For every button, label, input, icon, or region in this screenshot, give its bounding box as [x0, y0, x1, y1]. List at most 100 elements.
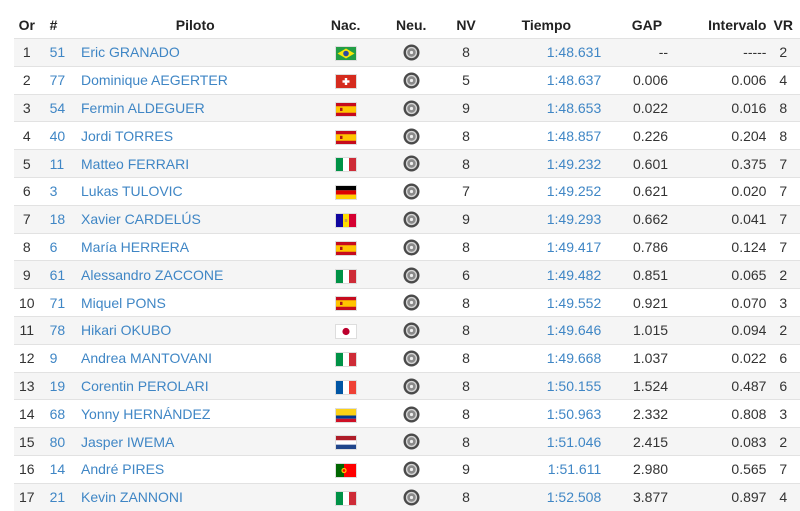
laps-cell: 9 [440, 93, 492, 122]
position-cell: 13 [14, 371, 40, 400]
header-nacionalidad[interactable]: Nac. [330, 17, 361, 33]
rider-number-link[interactable]: 54 [49, 99, 66, 116]
table-row[interactable]: 2 77 Dominique AEGERTER 5 1:48.637 0.006… [14, 65, 800, 95]
rider-number-link[interactable]: 71 [49, 294, 66, 311]
nationality-cell [309, 93, 382, 122]
table-row[interactable]: 1 51 Eric GRANADO 8 1:48.631 -- ----- 2 [14, 38, 800, 67]
rider-number-link[interactable]: 61 [49, 266, 66, 283]
rider-name-cell: Jordi TORRES [81, 121, 310, 150]
table-row[interactable]: 3 54 Fermin ALDEGUER 9 1:48.653 0.022 0.… [14, 93, 800, 122]
rider-number-link[interactable]: 11 [49, 155, 65, 172]
lap-time-link[interactable]: 1:49.552 [546, 294, 602, 311]
tyre-icon [403, 349, 420, 367]
lap-time-link[interactable]: 1:52.508 [546, 489, 602, 506]
lap-time-link[interactable]: 1:48.857 [546, 127, 602, 144]
rider-name-link[interactable]: Xavier CARDELÚS [81, 211, 201, 228]
table-row[interactable]: 4 40 Jordi TORRES 8 1:48.857 0.226 0.204… [14, 121, 800, 150]
header-piloto[interactable]: Piloto [175, 17, 215, 33]
rider-name-link[interactable]: Kevin ZANNONI [81, 489, 183, 506]
table-row[interactable]: 9 61 Alessandro ZACCONE 6 1:49.482 0.851… [14, 260, 800, 289]
rider-name-link[interactable]: Eric GRANADO [81, 44, 180, 61]
laps-cell: 6 [440, 260, 492, 289]
header-intervalo[interactable]: Intervalo [708, 17, 767, 33]
table-row[interactable]: 12 9 Andrea MANTOVANI 8 1:49.668 1.037 0… [14, 343, 800, 373]
interval-cell: 0.070 [668, 288, 767, 317]
lap-time-link[interactable]: 1:49.646 [546, 322, 602, 339]
rider-name-link[interactable]: Fermin ALDEGUER [81, 99, 205, 116]
rider-number-link[interactable]: 77 [49, 72, 66, 89]
header-neumatico[interactable]: Neu. [396, 17, 427, 33]
rider-number-link[interactable]: 9 [49, 350, 58, 367]
rider-number-link[interactable]: 19 [49, 377, 66, 394]
lap-time-link[interactable]: 1:51.611 [547, 461, 602, 478]
table-row[interactable]: 11 78 Hikari OKUBO 8 1:49.646 1.015 0.09… [14, 315, 800, 345]
rider-number-link[interactable]: 3 [49, 183, 58, 200]
table-row[interactable]: 13 19 Corentin PEROLARI 8 1:50.155 1.524… [14, 371, 800, 400]
rider-name-link[interactable]: Jasper IWEMA [81, 433, 175, 450]
table-row[interactable]: 8 6 María HERRERA 8 1:49.417 0.786 0.124… [14, 232, 800, 261]
lap-time-link[interactable]: 1:49.482 [546, 266, 602, 283]
rider-number-cell: 71 [39, 288, 81, 317]
table-row[interactable]: 17 21 Kevin ZANNONI 8 1:52.508 3.877 0.8… [14, 482, 800, 511]
laps-cell: 5 [440, 65, 492, 95]
laps-cell: 8 [440, 38, 492, 67]
rider-name-link[interactable]: Miquel PONS [81, 294, 166, 311]
rider-name-link[interactable]: Jordi TORRES [81, 127, 174, 144]
rider-number-link[interactable]: 6 [49, 238, 58, 255]
gap-cell: 0.921 [601, 288, 669, 317]
rider-number-link[interactable]: 14 [49, 461, 66, 478]
best-lap-cell: 2 [766, 427, 800, 456]
italy-flag-icon [335, 491, 356, 505]
rider-number-link[interactable]: 18 [49, 211, 66, 228]
laps-cell: 8 [440, 121, 492, 150]
rider-number-link[interactable]: 68 [49, 405, 66, 422]
lap-time-link[interactable]: 1:49.417 [546, 238, 602, 255]
rider-name-link[interactable]: Matteo FERRARI [81, 155, 190, 172]
rider-number-link[interactable]: 80 [49, 433, 66, 450]
table-row[interactable]: 7 18 Xavier CARDELÚS 9 1:49.293 0.662 0.… [14, 204, 800, 234]
lap-time-link[interactable]: 1:48.637 [546, 72, 602, 89]
rider-name-link[interactable]: Andrea MANTOVANI [81, 350, 212, 367]
rider-name-link[interactable]: Corentin PEROLARI [81, 377, 209, 394]
rider-number-link[interactable]: 40 [49, 127, 66, 144]
lap-time-link[interactable]: 1:48.653 [546, 99, 602, 116]
lap-time-link[interactable]: 1:51.046 [546, 433, 602, 450]
tyre-icon [403, 433, 420, 450]
rider-name-link[interactable]: Dominique AEGERTER [81, 72, 228, 89]
lap-time-link[interactable]: 1:49.293 [546, 211, 602, 228]
table-row[interactable]: 16 14 André PIRES 9 1:51.611 2.980 0.565… [14, 454, 800, 484]
header-tiempo[interactable]: Tiempo [521, 17, 572, 33]
rider-name-link[interactable]: Alessandro ZACCONE [81, 266, 224, 283]
tyre-cell [381, 427, 441, 456]
tyre-cell [381, 371, 441, 400]
rider-number-link[interactable]: 51 [49, 44, 66, 61]
tyre-cell [381, 204, 441, 234]
table-row[interactable]: 14 68 Yonny HERNÁNDEZ 8 1:50.963 2.332 0… [14, 399, 800, 428]
table-row[interactable]: 10 71 Miquel PONS 8 1:49.552 0.921 0.070… [14, 288, 800, 317]
table-row[interactable]: 6 3 Lukas TULOVIC 7 1:49.252 0.621 0.020… [14, 176, 800, 206]
rider-name-link[interactable]: Lukas TULOVIC [81, 183, 183, 200]
rider-name-link[interactable]: Hikari OKUBO [81, 322, 172, 339]
interval-cell: 0.022 [668, 343, 767, 373]
header-nv[interactable]: NV [456, 17, 476, 33]
lap-time-link[interactable]: 1:49.252 [546, 183, 602, 200]
germany-flag-icon [335, 186, 356, 200]
rider-name-link[interactable]: Yonny HERNÁNDEZ [81, 405, 211, 422]
header-vr[interactable]: VR [773, 17, 793, 33]
header-gap[interactable]: GAP [631, 17, 663, 33]
table-row[interactable]: 5 11 Matteo FERRARI 8 1:49.232 0.601 0.3… [14, 149, 800, 178]
table-row[interactable]: 15 80 Jasper IWEMA 8 1:51.046 2.415 0.08… [14, 427, 800, 456]
italy-flag-icon [335, 158, 356, 172]
header-number[interactable]: # [49, 17, 58, 33]
header-or[interactable]: Or [18, 17, 35, 33]
lap-time-link[interactable]: 1:49.232 [546, 155, 602, 172]
lap-time-link[interactable]: 1:48.631 [546, 44, 602, 61]
lap-time-link[interactable]: 1:49.668 [546, 350, 602, 367]
rider-number-cell: 77 [39, 65, 81, 95]
rider-number-link[interactable]: 78 [49, 322, 66, 339]
lap-time-link[interactable]: 1:50.155 [546, 377, 602, 394]
rider-number-link[interactable]: 21 [49, 489, 66, 506]
lap-time-link[interactable]: 1:50.963 [546, 405, 602, 422]
rider-name-link[interactable]: André PIRES [81, 461, 165, 478]
rider-name-link[interactable]: María HERRERA [81, 238, 190, 255]
